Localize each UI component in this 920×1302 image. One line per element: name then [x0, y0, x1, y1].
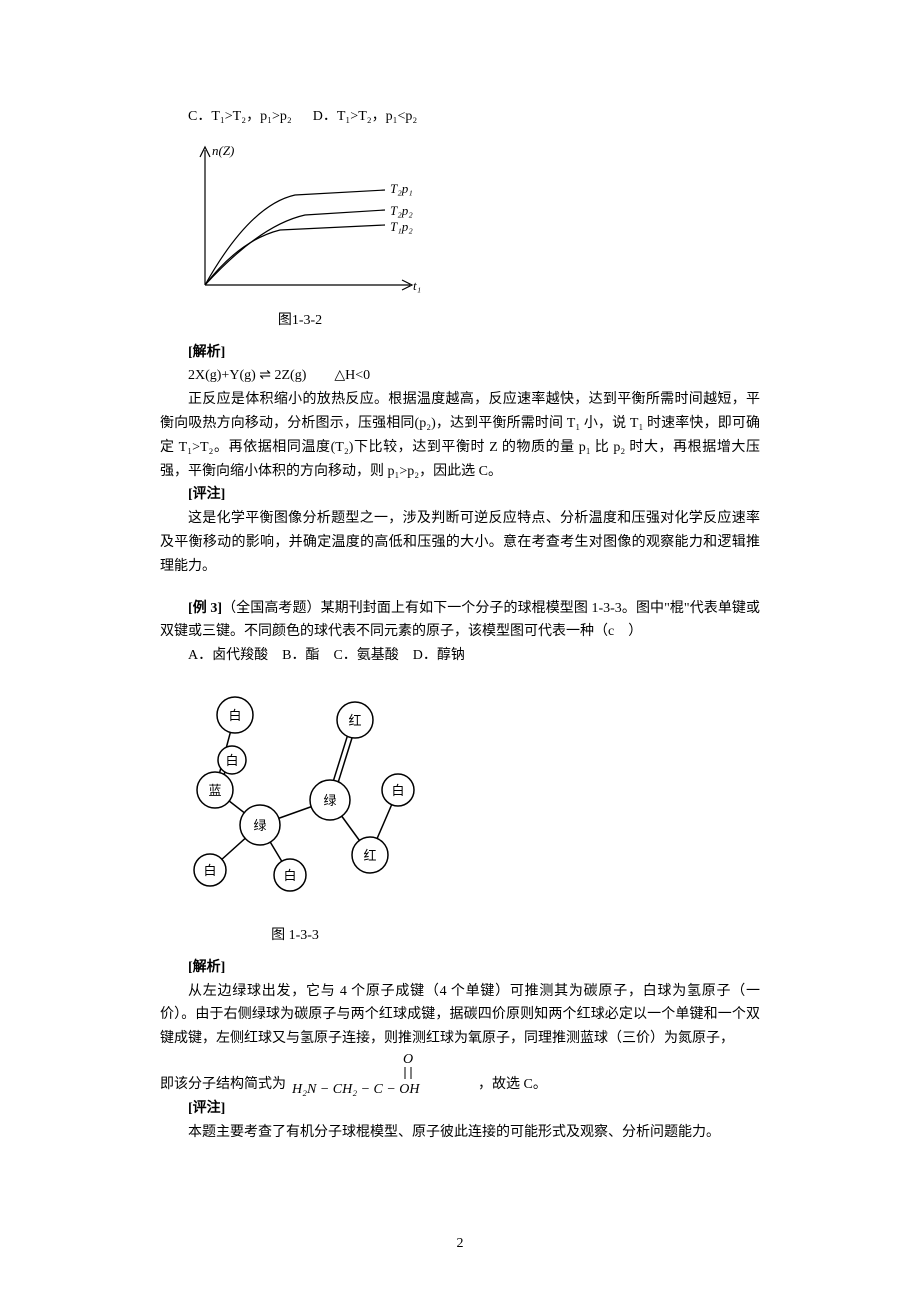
formula-suffix: ，故选 C。	[478, 1073, 547, 1097]
ball-stick-model: 白红白蓝绿白白绿白红 图 1-3-3	[180, 680, 760, 948]
pingzhu2-paragraph: 本题主要考查了有机分子球棍模型、原子彼此连接的可能形式及观察、分析问题能力。	[160, 1121, 760, 1145]
curve-label-2: T₂p₂	[390, 203, 413, 218]
curve-label-1: T₂p₁	[390, 181, 413, 196]
svg-text:H₂N − CH₂ − C − OH: H₂N − CH₂ − C − OH	[292, 1082, 420, 1097]
model-caption: 图 1-3-3	[180, 924, 410, 948]
svg-text:绿: 绿	[323, 793, 336, 808]
formula-prefix: 即该分子结构简式为	[160, 1073, 286, 1097]
chart-ylabel: n(Z)	[212, 143, 234, 158]
svg-text:白: 白	[203, 863, 216, 878]
svg-text:白: 白	[283, 868, 296, 883]
page: C．T₁>T₂，p₁>p₂ D．T₁>T₂，p₁<p₂ n(Z) t₁ T₂p₁…	[0, 0, 920, 1302]
equilibrium-chart: n(Z) t₁ T₂p₁ T₂p₂ T₁p₂ 图1-3-2	[180, 135, 760, 333]
pingzhu2-heading: [评注]	[160, 1097, 760, 1121]
svg-text:白: 白	[391, 783, 404, 798]
pingzhu1-heading: [评注]	[160, 483, 760, 507]
jiexi2-formula-line: 即该分子结构简式为 O H₂N − CH₂ − C − OH ，故选 C。	[160, 1051, 760, 1097]
jiexi1-heading: [解析]	[160, 341, 760, 365]
chart-caption: 图1-3-2	[210, 309, 390, 333]
chart-xlabel: t₁	[413, 278, 421, 293]
jiexi2-heading: [解析]	[160, 956, 760, 980]
option-c: C．T₁>T₂，p₁>p₂	[188, 109, 292, 124]
equation-line: 2X(g)+Y(g) ⇌ 2Z(g) △H<0	[160, 364, 760, 388]
curve-label-3: T₁p₂	[390, 219, 413, 234]
option-line-cd: C．T₁>T₂，p₁>p₂ D．T₁>T₂，p₁<p₂	[160, 105, 760, 129]
example3-label: [例 3]	[188, 601, 222, 616]
svg-text:绿: 绿	[253, 818, 266, 833]
page-number: 2	[0, 1232, 920, 1256]
pingzhu1-paragraph: 这是化学平衡图像分析题型之一，涉及判断可逆反应特点、分析温度和压强对化学反应速率…	[160, 507, 760, 578]
svg-text:红: 红	[363, 848, 376, 863]
svg-text:蓝: 蓝	[208, 783, 221, 798]
example3-stem: [例 3]（全国高考题）某期刊封面上有如下一个分子的球棍模型图 1-3-3。图中…	[160, 597, 760, 645]
jiexi2-p1: 从左边绿球出发，它与 4 个原子成键（4 个单键）可推测其为碳原子，白球为氢原子…	[160, 980, 760, 1051]
svg-text:O: O	[403, 1052, 413, 1067]
jiexi1-paragraph: 正反应是体积缩小的放热反应。根据温度越高，反应速率越快，达到平衡所需时间越短，平…	[160, 388, 760, 483]
example3-text: （全国高考题）某期刊封面上有如下一个分子的球棍模型图 1-3-3。图中"棍"代表…	[160, 601, 760, 640]
structural-formula: O H₂N − CH₂ − C − OH	[292, 1051, 472, 1097]
svg-text:红: 红	[348, 713, 361, 728]
example3-options: A．卤代羧酸 B．酯 C．氨基酸 D．醇钠	[160, 644, 760, 668]
svg-text:白: 白	[225, 753, 238, 768]
option-d: D．T₁>T₂，p₁<p₂	[313, 109, 418, 124]
svg-text:白: 白	[228, 708, 241, 723]
